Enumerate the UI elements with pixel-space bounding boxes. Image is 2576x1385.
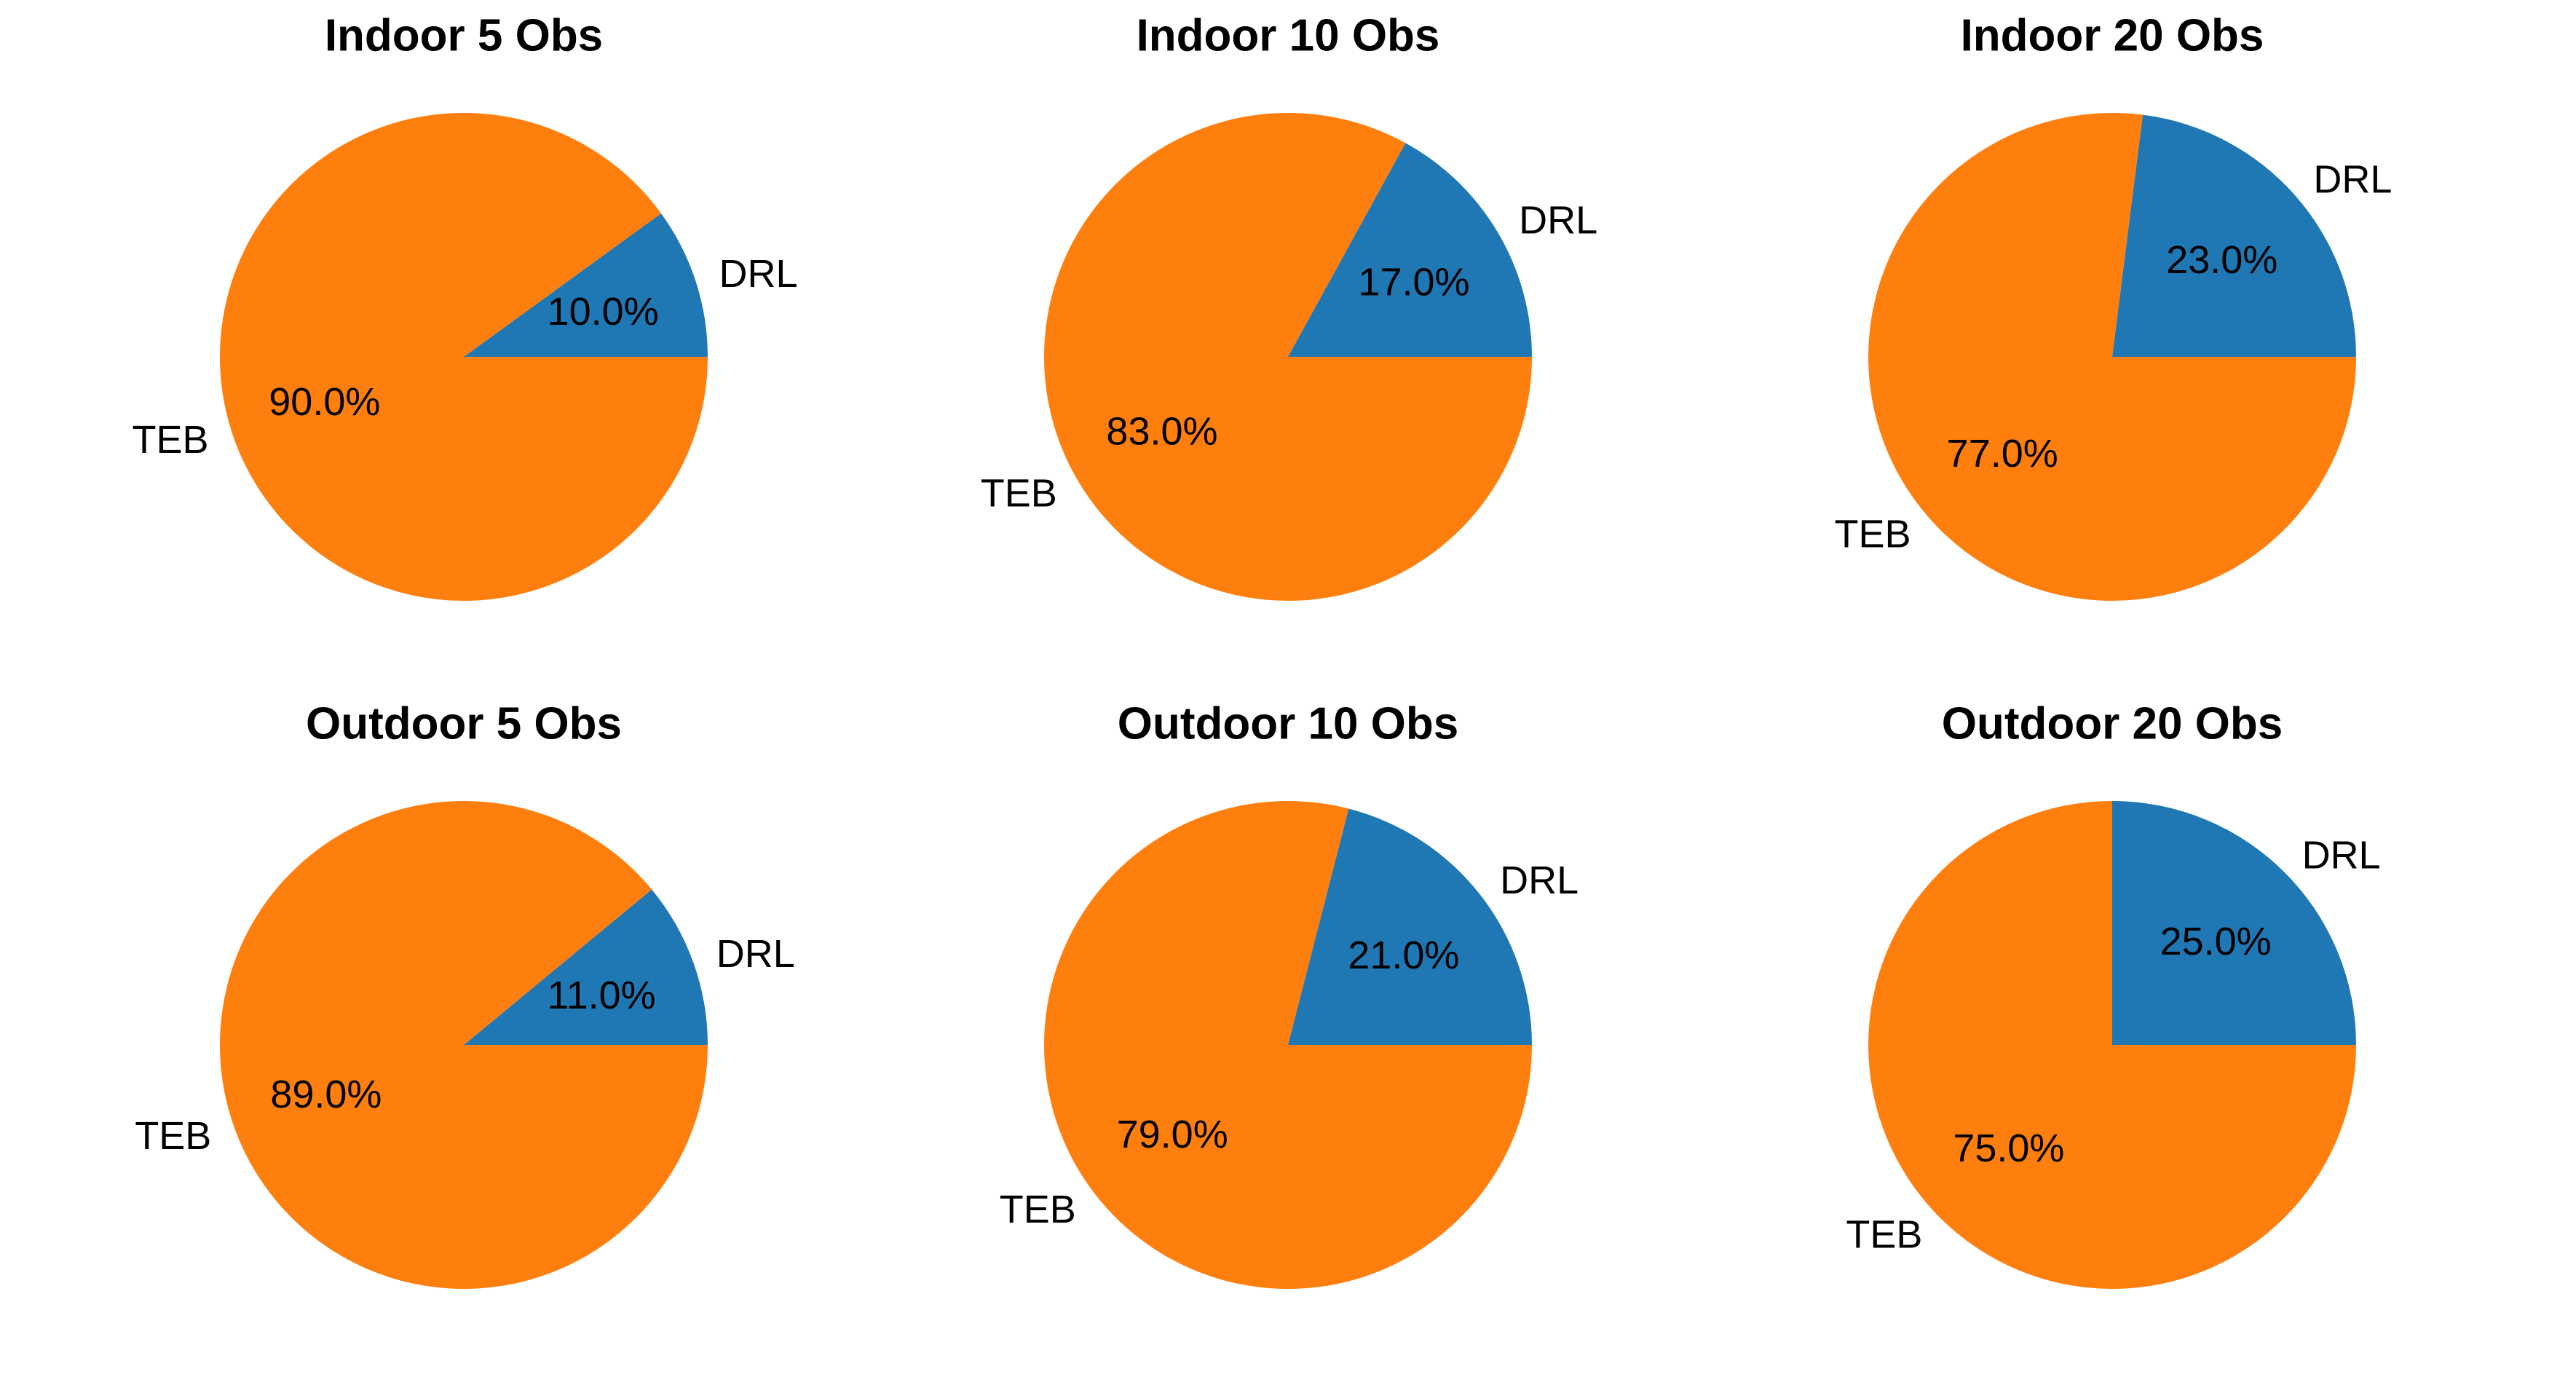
pie-outdoor-20-obs: Outdoor 20 Obs DRL 25.0% TEB 75.0% [1846,699,2381,1289]
pie-slice-teb [1868,113,2356,601]
chart-title: Outdoor 5 Obs [306,699,622,749]
slice-label-drl: DRL [1500,859,1579,902]
chart-title: Outdoor 20 Obs [1942,699,2283,749]
slice-pct-drl: 25.0% [2160,920,2272,963]
slice-label-teb: TEB [1846,1213,1922,1257]
chart-title: Indoor 20 Obs [1961,11,2264,61]
slice-pct-teb: 90.0% [269,380,380,424]
slice-label-drl: DRL [719,252,797,296]
slice-pct-drl: 11.0% [548,974,656,1017]
slice-label-drl: DRL [2313,157,2392,201]
pie-slice-teb [220,113,708,601]
slice-label-teb: TEB [1835,513,1911,556]
pie-slice-drl [1288,808,1532,1045]
pie-slice-teb [220,801,708,1290]
pie-indoor-5-obs: Indoor 5 Obs DRL 10.0% TEB 90.0% [133,11,797,601]
slice-pct-drl: 21.0% [1348,934,1459,977]
pie-slice-drl [464,213,708,357]
slice-label-teb: TEB [981,472,1057,516]
slice-pct-drl: 23.0% [2166,238,2277,282]
pie-outdoor-10-obs: Outdoor 10 Obs DRL 21.0% TEB 79.0% [1000,699,1579,1290]
slice-label-teb: TEB [135,1114,211,1158]
slice-pct-drl: 17.0% [1358,261,1469,304]
pie-indoor-20-obs: Indoor 20 Obs DRL 23.0% TEB 77.0% [1835,11,2392,601]
pie-slice-drl [464,889,708,1045]
pie-indoor-10-obs: Indoor 10 Obs DRL 17.0% TEB 83.0% [981,11,1597,601]
chart-title: Indoor 10 Obs [1137,11,1440,61]
pie-slice-teb [1868,801,2356,1289]
slice-pct-teb: 83.0% [1106,409,1217,453]
slice-pct-teb: 77.0% [1947,432,2058,476]
slice-label-teb: TEB [1000,1188,1076,1231]
slice-label-drl: DRL [716,932,795,976]
slice-pct-teb: 75.0% [1953,1126,2064,1170]
pie-slice-drl [2112,801,2356,1045]
slice-pct-drl: 10.0% [548,290,659,334]
slice-label-drl: DRL [2302,833,2381,877]
chart-title: Indoor 5 Obs [325,11,603,61]
slice-pct-teb: 89.0% [270,1073,382,1116]
pie-slice-drl [2112,114,2356,357]
chart-title: Outdoor 10 Obs [1118,699,1458,749]
pie-outdoor-5-obs: Outdoor 5 Obs DRL 11.0% TEB 89.0% [135,699,795,1290]
pie-slice-drl [1288,143,1532,357]
slice-pct-teb: 79.0% [1117,1113,1228,1156]
slice-label-teb: TEB [133,418,209,462]
pie-slice-teb [1044,801,1532,1290]
slice-label-drl: DRL [1519,198,1597,242]
pie-slice-teb [1044,113,1532,601]
